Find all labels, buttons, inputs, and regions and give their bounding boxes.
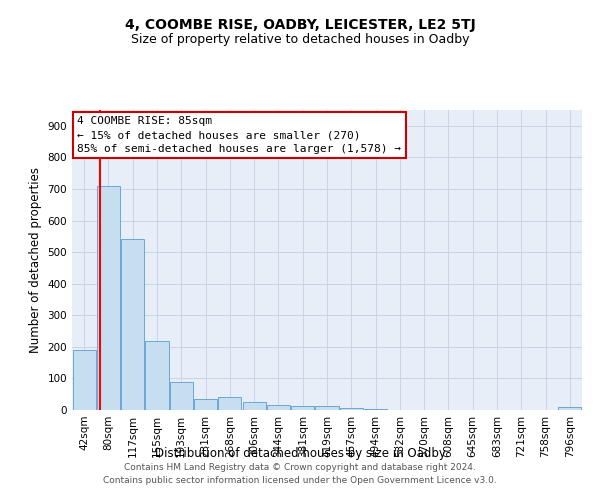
- Bar: [242, 402, 266, 410]
- Bar: [316, 406, 338, 410]
- Bar: [364, 409, 387, 410]
- Bar: [194, 399, 217, 410]
- Bar: [170, 382, 193, 410]
- Bar: [340, 408, 363, 410]
- Text: Size of property relative to detached houses in Oadby: Size of property relative to detached ho…: [131, 32, 469, 46]
- Text: 4, COOMBE RISE, OADBY, LEICESTER, LE2 5TJ: 4, COOMBE RISE, OADBY, LEICESTER, LE2 5T…: [125, 18, 475, 32]
- Text: Contains HM Land Registry data © Crown copyright and database right 2024.
Contai: Contains HM Land Registry data © Crown c…: [103, 464, 497, 485]
- Bar: [559, 408, 581, 410]
- Bar: [218, 398, 241, 410]
- Bar: [97, 186, 120, 410]
- Text: 4 COOMBE RISE: 85sqm
← 15% of detached houses are smaller (270)
85% of semi-deta: 4 COOMBE RISE: 85sqm ← 15% of detached h…: [77, 116, 401, 154]
- Bar: [291, 406, 314, 410]
- Y-axis label: Number of detached properties: Number of detached properties: [29, 167, 42, 353]
- Bar: [73, 350, 95, 410]
- Text: Distribution of detached houses by size in Oadby: Distribution of detached houses by size …: [155, 448, 445, 460]
- Bar: [267, 406, 290, 410]
- Bar: [145, 340, 169, 410]
- Bar: [121, 240, 144, 410]
